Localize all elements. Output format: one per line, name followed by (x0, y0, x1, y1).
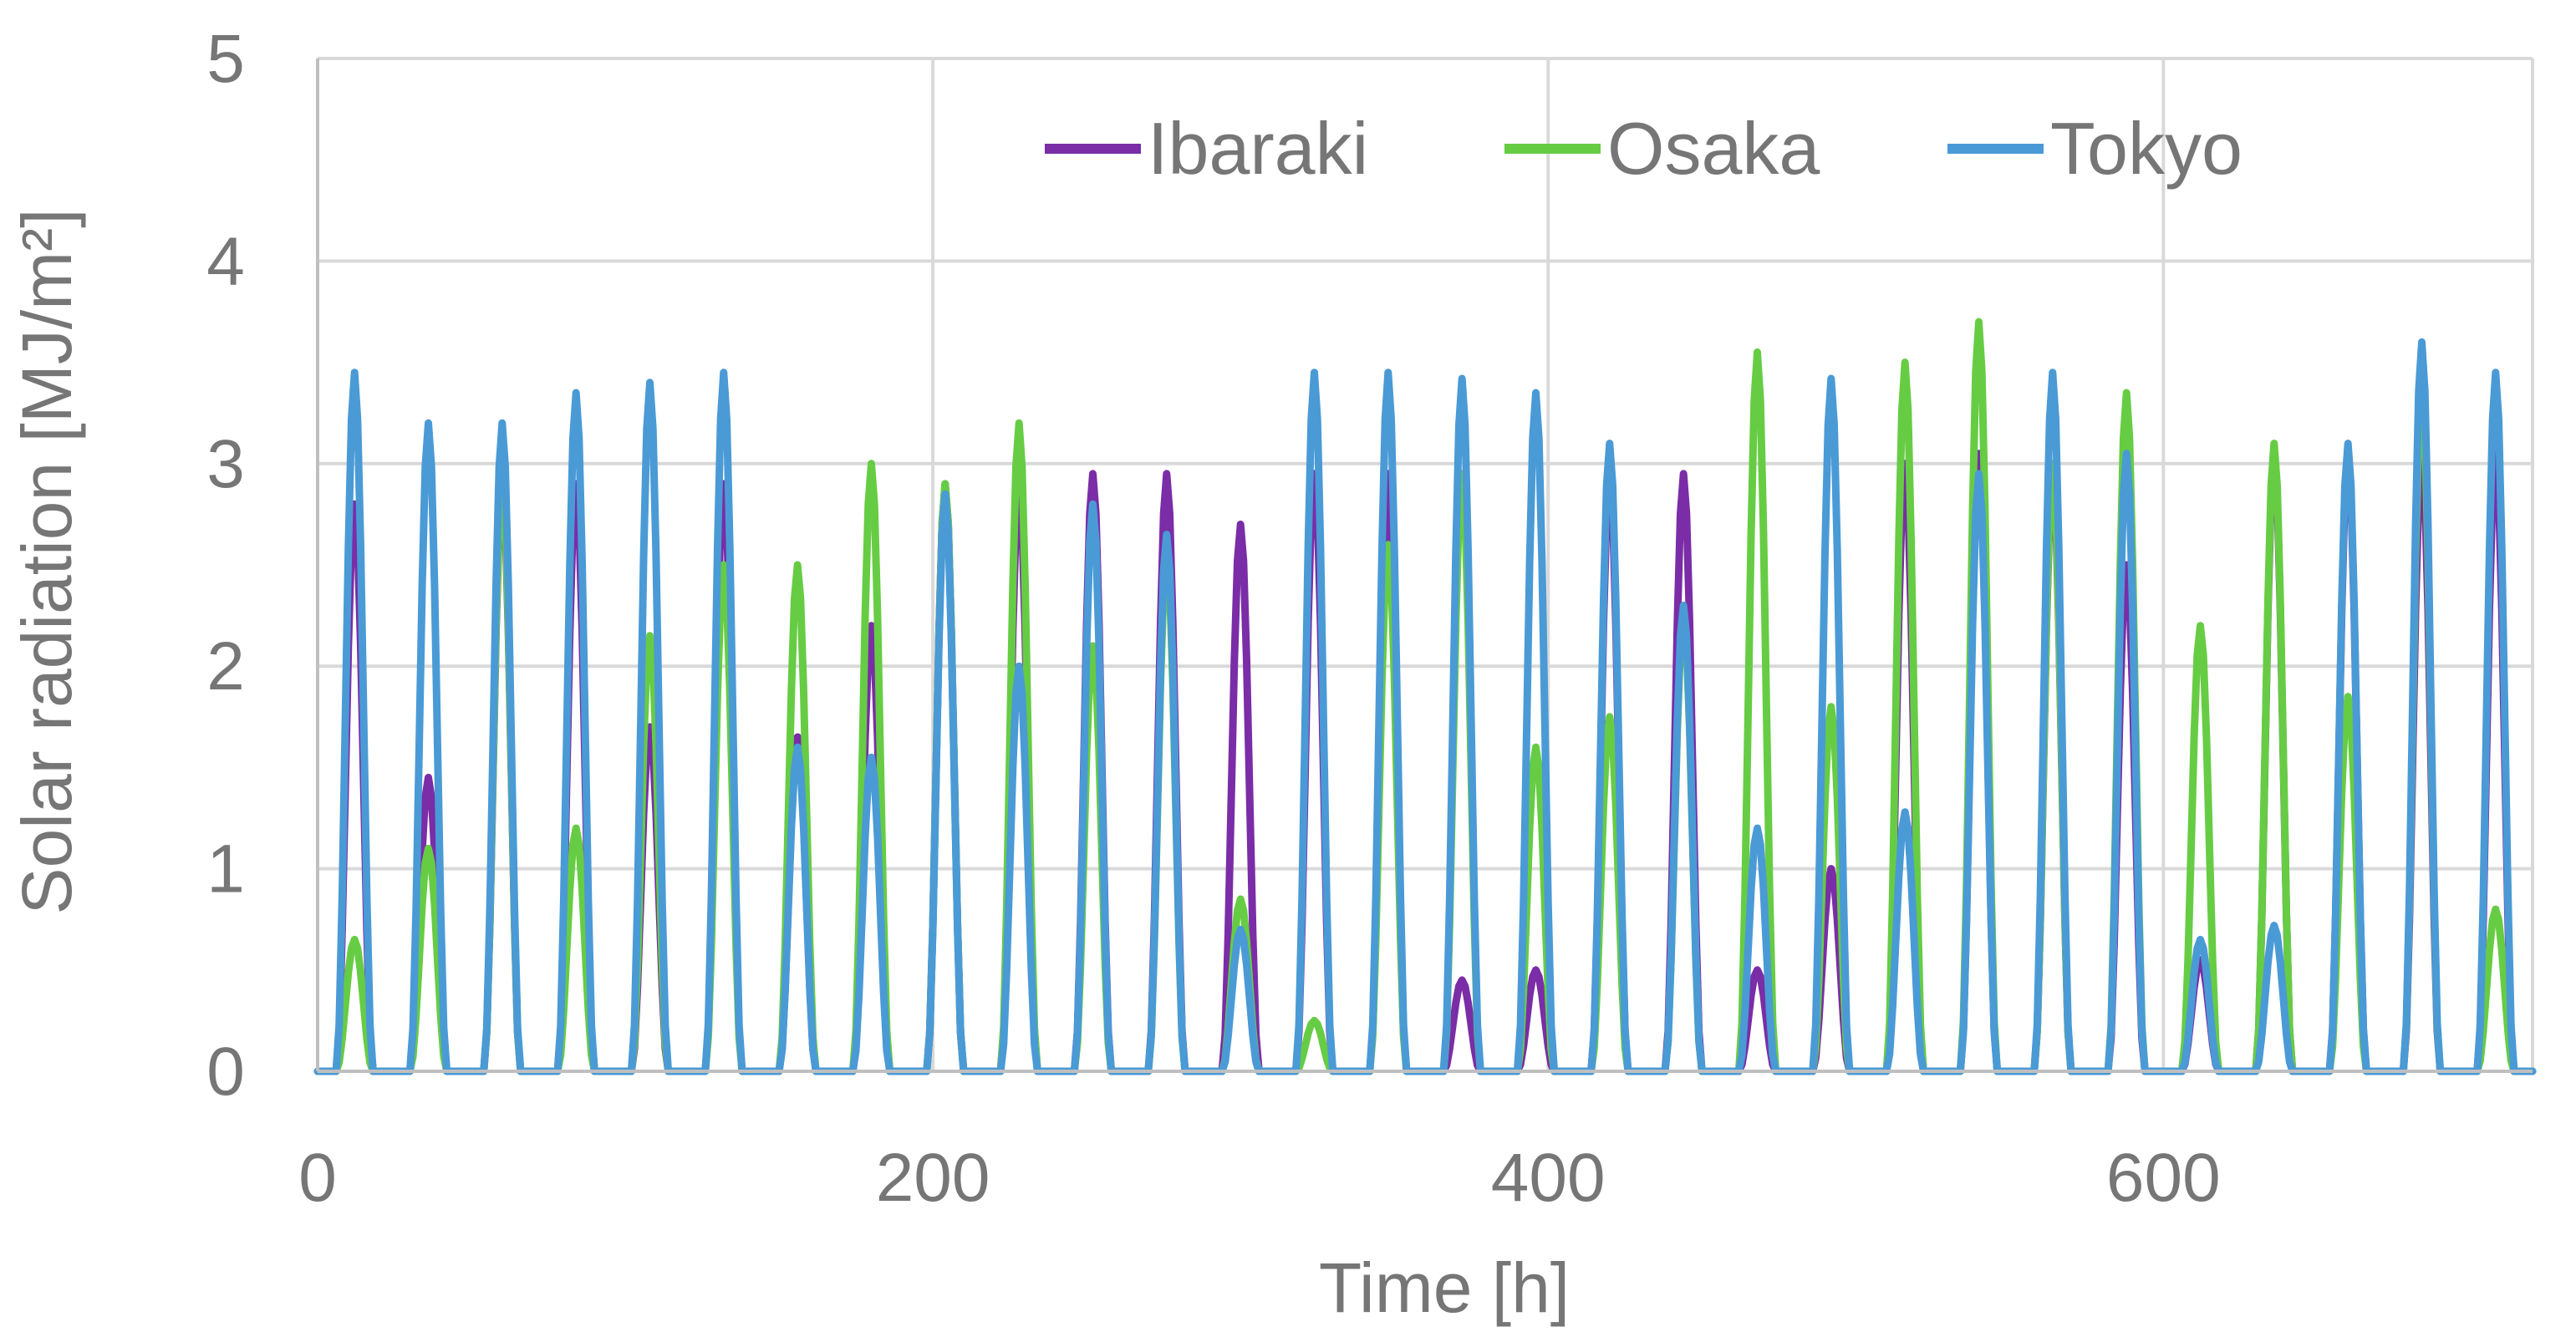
y-tick-label: 0 (206, 1034, 245, 1110)
series-lines (313, 318, 2537, 1075)
legend-label-osaka: Osaka (1607, 107, 1820, 190)
series-line-ibaraki (313, 450, 2537, 1075)
y-axis-title: Solar radiation [MJ/m²] (8, 209, 86, 915)
y-tick-label: 3 (206, 426, 245, 502)
x-axis-title: Time [h] (1319, 1248, 1570, 1327)
legend: Ibaraki Osaka Tokyo (1045, 107, 2243, 190)
y-tick-label: 4 (206, 223, 245, 299)
x-tick-label: 200 (876, 1140, 990, 1216)
grid-lines (318, 57, 2534, 1071)
y-tick-label: 1 (206, 831, 245, 907)
y-tick-label: 2 (206, 628, 245, 704)
y-tick-labels: 0 1 2 3 4 5 (206, 21, 245, 1110)
axes (316, 58, 2533, 1073)
x-tick-labels: 0 200 400 600 (298, 1140, 2221, 1216)
legend-label-tokyo: Tokyo (2050, 107, 2243, 190)
x-tick-label: 400 (1491, 1140, 1606, 1216)
x-tick-label: 600 (2106, 1140, 2221, 1216)
y-tick-label: 5 (206, 21, 245, 97)
x-tick-label: 0 (298, 1140, 337, 1216)
legend-label-ibaraki: Ibaraki (1148, 107, 1368, 190)
